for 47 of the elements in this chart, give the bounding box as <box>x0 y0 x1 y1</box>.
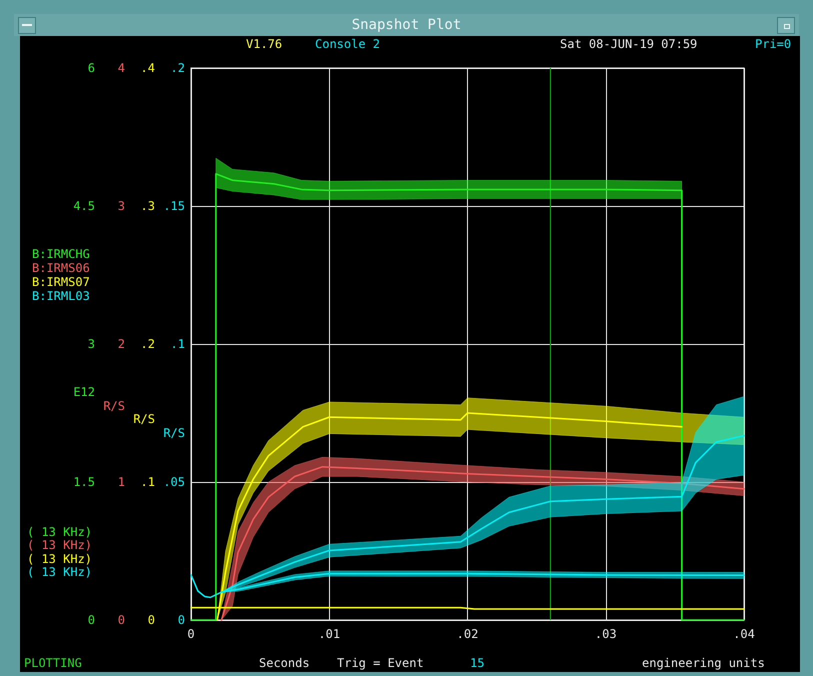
text: ( 13 KHz) <box>27 552 92 566</box>
y2-tick-label: 3 <box>118 199 125 213</box>
x-tick-label: .03 <box>594 627 617 641</box>
text: B:IRMCHG <box>32 247 90 261</box>
y-axis-title: R/S <box>163 426 185 440</box>
y-tick-label: 4.5 <box>73 199 95 213</box>
y2-tick-label: 0 <box>118 613 125 627</box>
y3-tick-label: .3 <box>140 199 155 213</box>
text: ( 13 KHz) <box>27 565 92 579</box>
y-axis-title: E12 <box>73 385 95 399</box>
chart-title: Snapshot Plot <box>352 17 462 33</box>
y-tick-label: 6 <box>88 61 95 75</box>
y2-axis-title: R/S <box>103 399 125 413</box>
x-tick-label: .04 <box>733 627 755 641</box>
x-tick-label: .01 <box>318 627 340 641</box>
y3-tick-label: .2 <box>140 337 155 351</box>
y-tick-label: .15 <box>163 199 185 213</box>
y-tick-label: 1.5 <box>73 475 95 489</box>
x-axis-title: Seconds <box>259 656 310 670</box>
y2-tick-label: 4 <box>118 61 125 75</box>
text: ( 13 KHz) <box>27 538 92 552</box>
text: Trig = Event <box>337 656 424 670</box>
y3-tick-label: 0 <box>148 613 155 627</box>
y-tick-label: 0 <box>178 613 185 627</box>
text: Sat 08-JUN-19 07:59 <box>560 37 698 51</box>
text: B:IRML03 <box>32 289 90 303</box>
text: engineering units <box>642 656 765 670</box>
y-tick-label: .05 <box>163 475 185 489</box>
text: V1.76 <box>246 37 282 51</box>
text: B:IRMS07 <box>32 275 90 289</box>
y-tick-label: 3 <box>88 337 95 351</box>
y3-tick-label: .1 <box>140 475 155 489</box>
y-tick-label: .2 <box>170 61 185 75</box>
text: 15 <box>470 656 484 670</box>
y3-axis-title: R/S <box>133 412 155 426</box>
x-tick-label: .02 <box>456 627 478 641</box>
text: PLOTTING <box>24 656 82 670</box>
text: Console 2 <box>315 37 380 51</box>
y2-tick-label: 1 <box>118 475 125 489</box>
x-tick-label: 0 <box>187 627 195 641</box>
y-tick-label: .1 <box>170 337 185 351</box>
y-tick-label: 0 <box>88 613 95 627</box>
text: B:IRMS06 <box>32 261 90 275</box>
text: Pri=0 <box>755 37 792 51</box>
y2-tick-label: 2 <box>118 337 125 351</box>
y3-tick-label: .4 <box>140 61 155 75</box>
text: ( 13 KHz) <box>27 525 92 539</box>
